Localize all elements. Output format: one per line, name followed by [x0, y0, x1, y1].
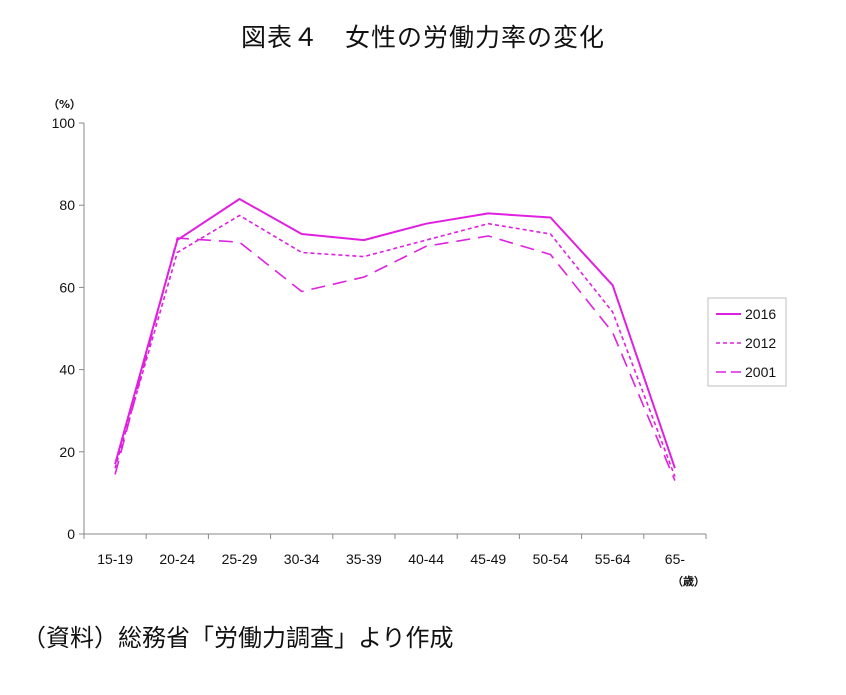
y-axis-ticks: 0 20 40 60 80 100 — [52, 115, 84, 542]
x-axis-unit: （歳） — [672, 574, 705, 588]
legend: 2016 2012 2001 — [707, 297, 787, 387]
x-tick-label: 40-44 — [408, 551, 444, 567]
x-tick-label: 45-49 — [470, 551, 506, 567]
axes — [83, 123, 706, 535]
series-line-2016 — [114, 198, 676, 469]
x-tick-label: 30-34 — [284, 551, 320, 567]
x-tick-label: 50-54 — [533, 551, 569, 567]
x-tick-label: 25-29 — [222, 551, 258, 567]
x-tick-label: 35-39 — [346, 551, 382, 567]
legend-label: 2012 — [745, 335, 776, 351]
y-tick-label: 100 — [52, 115, 76, 131]
x-tick-label: 55-64 — [595, 551, 631, 567]
chart-title: 図表４ 女性の労働力率の変化 — [240, 23, 605, 52]
x-tick-label: 20-24 — [159, 551, 195, 567]
y-tick-label: 20 — [59, 444, 75, 460]
y-axis-unit: （%） — [48, 98, 81, 111]
legend-label: 2001 — [745, 364, 776, 380]
x-axis-ticks: 15-19 20-24 25-29 30-34 35-39 40-44 45-49 50-54… — [83, 534, 707, 567]
series-lines — [114, 198, 676, 481]
y-tick-label: 60 — [59, 279, 75, 295]
y-tick-label: 40 — [59, 362, 75, 378]
x-tick-label: 15-19 — [97, 551, 133, 567]
y-tick-label: 80 — [59, 197, 75, 213]
series-line-2012 — [114, 214, 676, 477]
x-tick-label: 65- — [665, 551, 686, 567]
series-line-2001 — [114, 235, 676, 481]
y-tick-label: 0 — [67, 526, 75, 542]
source-note: （資料）総務省「労働力調査」より作成 — [22, 624, 454, 652]
legend-label: 2016 — [745, 306, 776, 322]
